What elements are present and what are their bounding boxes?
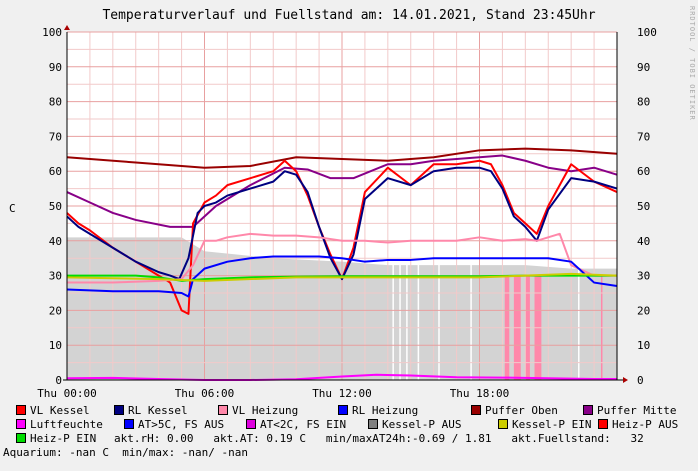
- legend-row-4: Aquarium: -nan C min/max: -nan/ -nan: [3, 446, 696, 460]
- legend-label: VL Kessel: [30, 404, 90, 417]
- x-tick-label: Thu 06:00: [175, 387, 235, 400]
- y-tick-label: 50: [49, 200, 62, 213]
- legend-item: AT>5C, FS AUS: [124, 418, 224, 431]
- y-tick-label: 20: [49, 304, 62, 317]
- aquarium-readout: Aquarium: -nan C min/max: -nan/ -nan: [3, 446, 249, 459]
- series-line: [66, 147, 618, 169]
- fill-gap: [406, 261, 408, 380]
- fill-gap: [417, 261, 420, 380]
- y-tick-label-right: 40: [637, 235, 650, 248]
- series-line: [66, 154, 618, 228]
- y-tick-label-right: 100: [637, 26, 657, 39]
- y-tick-label-right: 30: [637, 270, 650, 283]
- legend-swatch: [16, 433, 26, 443]
- y-tick-label: 40: [49, 235, 62, 248]
- legend-item: VL Heizung: [218, 404, 298, 417]
- legend-row-3: Heiz-P EIN akt.rH: 0.00 akt.AT: 0.19 C m…: [16, 432, 696, 446]
- legend-item: Kessel-P AUS: [368, 418, 461, 431]
- y-tick-label: 70: [49, 130, 62, 143]
- legend: VL Kessel RL Kessel VL Heizung RL Heizun…: [3, 404, 696, 460]
- legend-swatch: [338, 405, 348, 415]
- legend-swatch: [498, 419, 508, 429]
- y-tick-label: 60: [49, 165, 62, 178]
- legend-item: Puffer Oben: [471, 404, 558, 417]
- legend-swatch: [246, 419, 256, 429]
- y-tick-label: 0: [55, 374, 62, 387]
- legend-label: AT<2C, FS EIN: [260, 418, 347, 431]
- y-tick-label-right: 60: [637, 165, 650, 178]
- legend-swatch: [124, 419, 134, 429]
- legend-swatch: [598, 419, 608, 429]
- legend-row-1: VL Kessel RL Kessel VL Heizung RL Heizun…: [16, 404, 696, 418]
- legend-label: Heiz-P AUS: [612, 418, 679, 431]
- series-line: [67, 232, 617, 284]
- legend-label: AT>5C, FS AUS: [138, 418, 225, 431]
- fill-gap: [438, 261, 440, 380]
- y-tick-label-right: 0: [637, 374, 644, 387]
- legend-swatch: [16, 405, 26, 415]
- legend-item: Puffer Mitte: [583, 404, 676, 417]
- fill-gap: [399, 261, 401, 380]
- legend-label: RL Heizung: [352, 404, 419, 417]
- page-title: Temperaturverlauf und Fuellstand am: 14.…: [102, 8, 596, 23]
- legend-swatch: [218, 405, 228, 415]
- legend-item: RL Heizung: [338, 404, 418, 417]
- y-tick-label: 90: [49, 61, 62, 74]
- legend-label: Heiz-P EIN: [30, 432, 97, 445]
- legend-swatch: [114, 405, 124, 415]
- status-readout: akt.rH: 0.00 akt.AT: 0.19 C min/maxAT24h…: [114, 432, 644, 445]
- y-tick-label-right: 80: [637, 96, 650, 109]
- legend-label: Kessel-P AUS: [382, 418, 462, 431]
- legend-row-2: Luftfeuchte AT>5C, FS AUS AT<2C, FS EIN …: [16, 418, 696, 432]
- x-tick-label: Thu 00:00: [37, 387, 97, 400]
- legend-item: VL Kessel: [16, 404, 90, 417]
- y-axis-arrow: [64, 25, 70, 30]
- fill-gap: [470, 261, 472, 380]
- y-tick-label: 100: [42, 26, 62, 39]
- x-tick-label: Thu 12:00: [312, 387, 372, 400]
- legend-item: RL Kessel: [114, 404, 188, 417]
- legend-label: Puffer Oben: [485, 404, 558, 417]
- legend-swatch: [16, 419, 26, 429]
- legend-label: Luftfeuchte: [30, 418, 103, 431]
- legend-label: Puffer Mitte: [597, 404, 677, 417]
- y-tick-label-right: 20: [637, 304, 650, 317]
- legend-item: Kessel-P EIN: [498, 418, 591, 431]
- legend-label: RL Kessel: [128, 404, 188, 417]
- legend-item: AT<2C, FS EIN: [246, 418, 346, 431]
- y-tick-label-right: 50: [637, 200, 650, 213]
- y-tick-label-right: 10: [637, 339, 650, 352]
- y-tick-label-right: 90: [637, 61, 650, 74]
- legend-swatch: [471, 405, 481, 415]
- legend-swatch: [368, 419, 378, 429]
- legend-item: Heiz-P EIN: [16, 432, 96, 445]
- legend-swatch: [583, 405, 593, 415]
- y-tick-label-right: 70: [637, 130, 650, 143]
- fill-gap: [578, 261, 580, 380]
- series-line: [66, 166, 618, 281]
- series-line: [66, 373, 617, 381]
- y-axis-label: C: [9, 202, 16, 215]
- legend-label: VL Heizung: [232, 404, 299, 417]
- x-tick-label: Thu 18:00: [450, 387, 510, 400]
- legend-item: Heiz-P AUS: [598, 418, 678, 431]
- fill-gap: [392, 261, 394, 380]
- legend-label: Kessel-P EIN: [512, 418, 592, 431]
- y-tick-label: 10: [49, 339, 62, 352]
- series-line: [66, 255, 618, 298]
- x-axis-arrow: [623, 377, 628, 383]
- legend-item: Luftfeuchte: [16, 418, 103, 431]
- y-tick-label: 80: [49, 96, 62, 109]
- y-tick-label: 30: [49, 270, 62, 283]
- series-line: [66, 272, 618, 282]
- watermark-label: RRDTOOL / TOBI OETIKER: [688, 6, 696, 121]
